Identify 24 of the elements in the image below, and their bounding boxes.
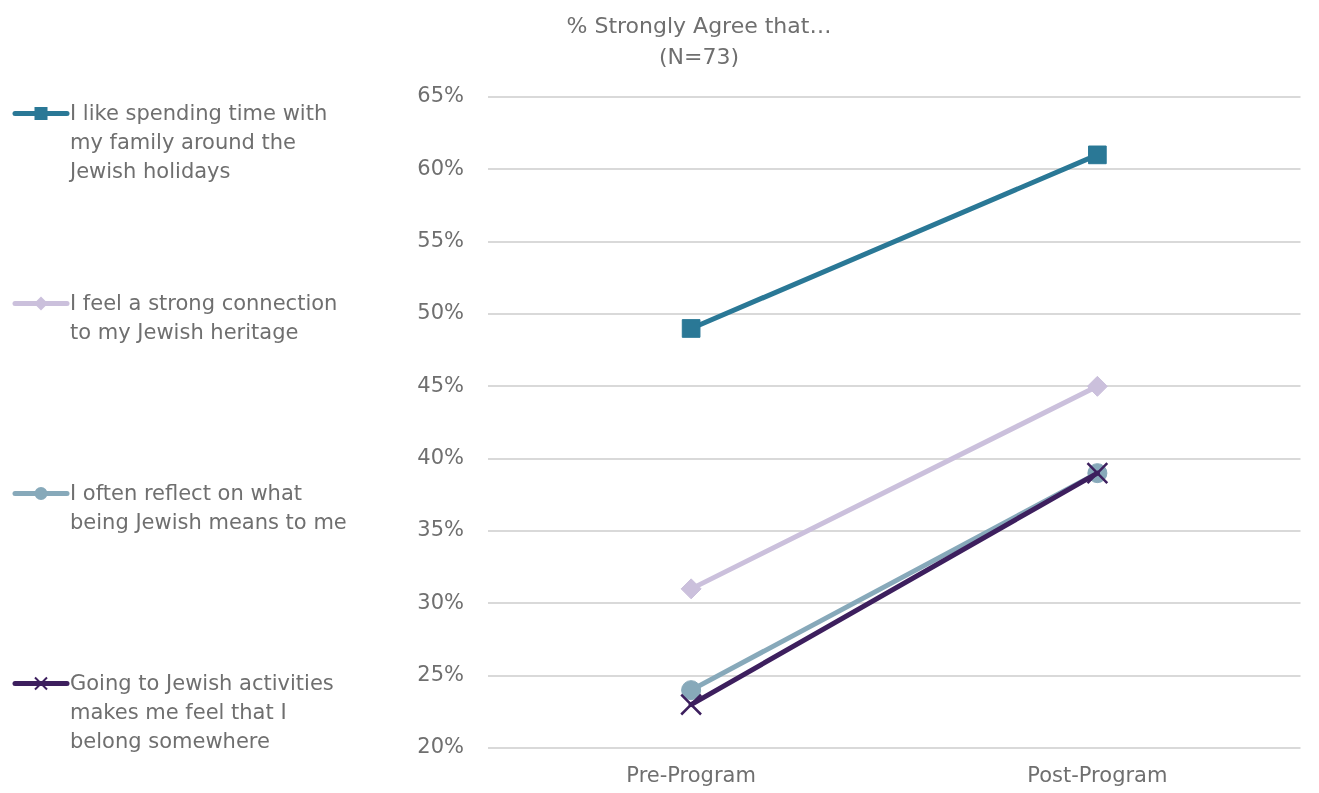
point xyxy=(1086,375,1108,397)
legend-label: Going to Jewish activities makes me feel that I belong somewhere xyxy=(70,670,335,755)
point xyxy=(681,680,702,701)
y-tick-label: 20% xyxy=(417,734,464,759)
chart-title: % Strongly Agree that… xyxy=(565,12,833,40)
y-tick-label: 60% xyxy=(417,155,464,180)
y-tick-label: 50% xyxy=(417,300,464,325)
y-tick-label: 30% xyxy=(417,589,464,614)
legend-label: I like spending time with my family around the Jewish holidays xyxy=(70,100,329,185)
x-tick-label: Post-Program xyxy=(1027,763,1168,788)
chart-subtitle: (N=73) xyxy=(657,43,741,71)
x-tick-label: Pre-Program xyxy=(626,763,756,788)
point xyxy=(680,578,702,600)
y-tick-label: 35% xyxy=(417,517,464,542)
legend-label: I feel a strong connection to my Jewish heritage xyxy=(70,290,339,346)
point xyxy=(681,319,701,338)
point xyxy=(679,693,703,716)
point xyxy=(1088,145,1107,165)
y-tick-label: 55% xyxy=(417,228,464,253)
legend-label: I often reflect on what being Jewish means to me xyxy=(70,480,348,536)
y-tick-label: 40% xyxy=(417,445,464,470)
y-tick-label: 65% xyxy=(417,83,464,108)
y-tick-label: 45% xyxy=(417,372,464,397)
y-tick-label: 25% xyxy=(417,662,464,687)
